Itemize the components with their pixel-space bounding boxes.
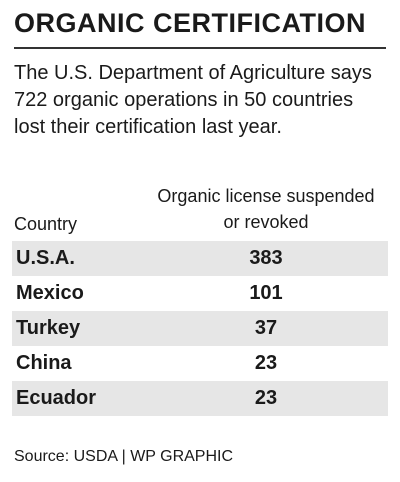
table-row: Turkey 37 — [12, 311, 388, 346]
count-cell: 383 — [249, 247, 283, 269]
source: Source: USDA | WP GRAPHIC — [14, 448, 234, 465]
country-cell: Turkey — [16, 317, 81, 339]
count-cell: 101 — [249, 282, 283, 304]
count-cell: 37 — [254, 317, 278, 339]
table-row: Ecuador 23 — [12, 381, 388, 416]
count-cell: 23 — [254, 387, 278, 409]
table-row: Mexico 101 — [12, 276, 388, 311]
country-cell: U.S.A. — [16, 247, 75, 269]
column-header: Organic license suspended or revoked — [157, 186, 375, 232]
table-body: U.S.A. 383 Mexico 101 Turkey 37 China 23 Ecuador… — [12, 241, 388, 416]
count-cell: 23 — [254, 352, 278, 374]
country-cell: Mexico — [16, 282, 84, 304]
column-header: Country — [14, 214, 78, 234]
intro: The U.S. Department of Agriculture says … — [14, 62, 372, 138]
country-cell: Ecuador — [16, 387, 97, 409]
rule — [14, 47, 386, 49]
country-cell: China — [16, 352, 72, 374]
title: ORGANIC CERTIFICATION — [14, 8, 366, 38]
table-row: U.S.A. 383 — [12, 241, 388, 276]
table-row: China 23 — [12, 346, 388, 381]
